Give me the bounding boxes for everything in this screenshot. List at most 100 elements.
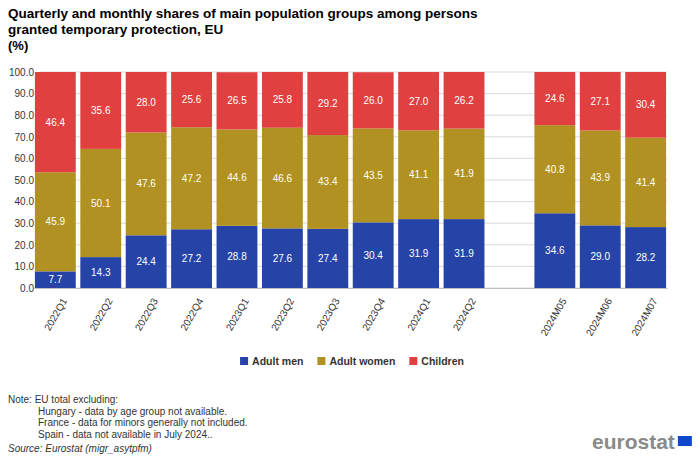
bar-segment [534,213,575,288]
y-tick-label: 70.0 [15,132,35,143]
bar-segment [35,72,76,172]
x-tick-label: 2023Q3 [314,296,342,333]
bar-segment [398,130,439,219]
bar-segment [35,271,76,288]
x-axis-line [35,288,668,289]
bar-segment [625,227,666,288]
y-tick-label: 30.0 [15,218,35,229]
data-label: 31.9 [409,248,429,259]
bar-segment [444,219,485,288]
y-tick-label: 40.0 [15,196,35,207]
data-label: 28.8 [227,251,247,262]
data-label: 31.9 [454,248,474,259]
note: Note: EU total excluding: [8,394,118,405]
x-tick: 2024M05 [538,288,569,338]
x-tick-label: 2022Q3 [133,296,161,333]
bar-segment [262,128,303,229]
y-tick-label: 50.0 [15,175,35,186]
bar-segment [444,129,485,220]
data-labels: 7.714.324.427.228.827.627.430.431.931.93… [46,93,656,285]
bar-segment [126,235,167,288]
bar-segment [126,132,167,235]
x-tick-label: 2022Q4 [178,296,206,333]
x-tick-label: 2024Q1 [405,296,433,333]
data-label: 24.4 [136,256,156,267]
data-label: 30.4 [636,99,656,110]
x-tick: 2024M07 [629,288,660,338]
data-label: 43.5 [363,170,383,181]
data-label: 43.4 [318,176,338,187]
x-tick-label: 2024M07 [629,296,660,338]
x-tick-label: 2024Q2 [451,296,479,333]
data-label: 34.6 [545,245,565,256]
data-label: 41.1 [409,169,429,180]
bar-segment [80,72,121,149]
note: Spain - data not available in July 2024.… [38,429,213,440]
y-tick-label: 10.0 [15,261,35,272]
source: Source: Eurostat (migr_asytpfm) [8,443,152,454]
bar-segment [307,229,348,288]
data-label: 14.3 [91,267,111,278]
data-label: 27.1 [591,96,611,107]
logo-text: eurostat [592,430,675,453]
y-tick-label: 80.0 [15,110,35,121]
x-tick-label: 2023Q1 [224,296,252,333]
data-label: 40.8 [545,164,565,175]
y-tick-label: 20.0 [15,240,35,251]
bar-segment [625,138,666,227]
data-label: 27.2 [182,253,202,264]
legend-label: Adult men [252,355,303,367]
x-tick: 2022Q4 [178,288,206,333]
x-tick: 2023Q3 [314,288,342,333]
x-tick-label: 2024M06 [584,296,615,338]
bar-segment [353,128,394,222]
bar-segment [580,131,621,226]
x-tick: 2024Q2 [451,288,479,333]
y-tick-label: 0.0 [20,283,34,294]
x-tick: 2023Q4 [360,288,388,333]
data-label: 7.7 [48,274,62,285]
data-label: 46.6 [273,173,293,184]
bar-segment [398,72,439,130]
bar-segment [126,72,167,132]
legend-swatch [409,357,417,365]
logo-flag [678,436,692,446]
notes: Note: EU total excluding:Hungary - data … [8,394,248,440]
y-tick-label: 60.0 [15,153,35,164]
bar-segment [217,72,258,129]
legend: Adult men Adult women Children [240,355,464,367]
data-label: 35.6 [91,105,111,116]
bar-segment [534,72,575,125]
data-label: 29.2 [318,98,338,109]
data-label: 24.6 [545,93,565,104]
bar-segment [534,125,575,213]
legend-label: Adult women [329,355,395,367]
bar-segment [307,135,348,229]
bar-segment [353,222,394,288]
x-tick: 2023Q1 [224,288,252,333]
legend-item: Children [409,355,464,367]
data-label: 29.0 [591,251,611,262]
y-tick-label: 100.0 [9,67,34,78]
bar-segment [35,172,76,271]
data-label: 50.1 [91,198,111,209]
x-tick-label: 2023Q4 [360,296,388,333]
x-tick-label: 2023Q2 [269,296,297,333]
legend-item: Adult men [240,355,303,367]
data-label: 45.9 [46,216,66,227]
data-label: 26.2 [454,95,474,106]
title: Quarterly and monthly shares of main pop… [8,6,478,37]
bar-segment [80,257,121,288]
chart: Quarterly and monthly shares of main pop… [0,0,700,460]
data-label: 44.6 [227,172,247,183]
data-label: 47.2 [182,173,202,184]
bar-segment [353,72,394,128]
grid [40,72,667,288]
bar-segment [580,225,621,288]
bar-segment [217,226,258,288]
data-label: 26.0 [363,95,383,106]
data-label: 46.4 [46,117,66,128]
data-label: 28.2 [636,252,656,263]
bar-segment [398,219,439,288]
x-tick: 2024Q1 [405,288,433,333]
